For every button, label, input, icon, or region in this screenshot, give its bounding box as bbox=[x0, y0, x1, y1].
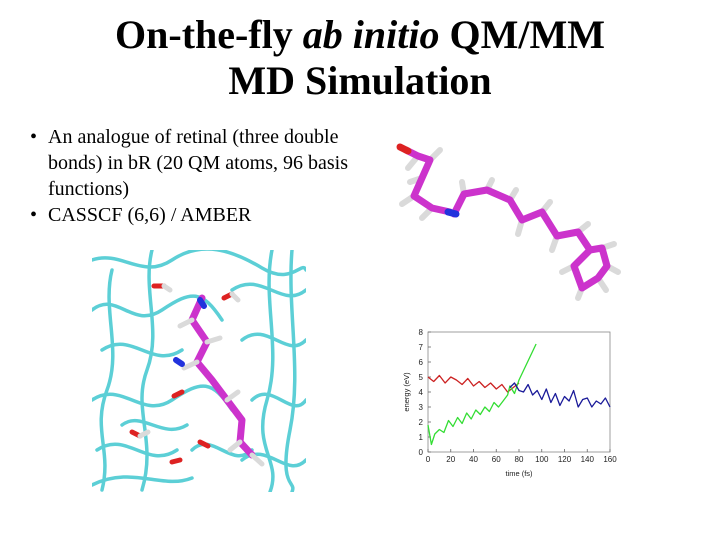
bullet-list: • An analogue of retinal (three double bo… bbox=[30, 124, 360, 228]
x-axis-label: time (fs) bbox=[505, 469, 533, 478]
y-tick-label: 2 bbox=[419, 418, 424, 427]
carbon-chain bbox=[402, 146, 611, 292]
x-tick-label: 160 bbox=[603, 455, 617, 464]
nitrogen-atoms bbox=[173, 297, 207, 367]
series-line-3 bbox=[509, 382, 611, 408]
y-tick-label: 8 bbox=[419, 328, 424, 337]
title-italic: ab initio bbox=[302, 12, 440, 57]
x-tick-label: 80 bbox=[515, 455, 524, 464]
oxygen-atom bbox=[396, 143, 412, 155]
chromophore-chain bbox=[188, 294, 256, 459]
protein-ribbons bbox=[92, 250, 306, 492]
x-tick-label: 140 bbox=[581, 455, 595, 464]
y-tick-label: 3 bbox=[419, 403, 424, 412]
chromophore-hydrogens bbox=[177, 317, 265, 467]
y-axis-label: energy (eV) bbox=[402, 372, 411, 412]
nitrogen-atom bbox=[444, 208, 460, 218]
hydrogen-atoms bbox=[399, 147, 621, 301]
x-tick-label: 40 bbox=[469, 455, 478, 464]
title-line2: MD Simulation bbox=[228, 58, 492, 103]
series-line-1 bbox=[427, 374, 520, 393]
series-line-2 bbox=[427, 343, 537, 446]
y-tick-label: 6 bbox=[419, 358, 424, 367]
x-tick-label: 60 bbox=[492, 455, 501, 464]
x-tick-label: 120 bbox=[558, 455, 572, 464]
y-tick-label: 0 bbox=[419, 448, 424, 457]
x-tick-label: 20 bbox=[446, 455, 455, 464]
y-tick-label: 7 bbox=[419, 343, 424, 352]
chart-plot-area: 0 20 40 60 80 100 120 140 160 0 1 2 3 4 5 6 7 8 time (fs) e… bbox=[402, 328, 617, 478]
retinal-molecule-image bbox=[396, 143, 621, 301]
protein-environment-image bbox=[92, 250, 306, 492]
y-tick-label: 4 bbox=[419, 388, 424, 397]
plot-frame bbox=[427, 331, 611, 453]
bullet-item: • An analogue of retinal (three double bo… bbox=[30, 126, 348, 200]
bullet-dot: • bbox=[30, 204, 38, 226]
energy-time-chart: 0 20 40 60 80 100 120 140 160 0 1 2 3 4 5 6 7 8 time (fs) e… bbox=[402, 328, 617, 478]
x-tick-label: 100 bbox=[535, 455, 549, 464]
slide-title: On-the-fly ab initio QM/MM MD Simulation bbox=[0, 12, 720, 104]
title-line1: On-the-fly ab initio QM/MM bbox=[115, 12, 605, 57]
y-tick-label: 1 bbox=[419, 433, 424, 442]
x-tick-label: 0 bbox=[426, 455, 431, 464]
y-tick-label: 5 bbox=[419, 373, 424, 382]
water-molecules bbox=[129, 283, 241, 465]
bullet-dot: • bbox=[30, 126, 38, 148]
bullet-item: • CASSCF (6,6) / AMBER bbox=[30, 204, 252, 226]
